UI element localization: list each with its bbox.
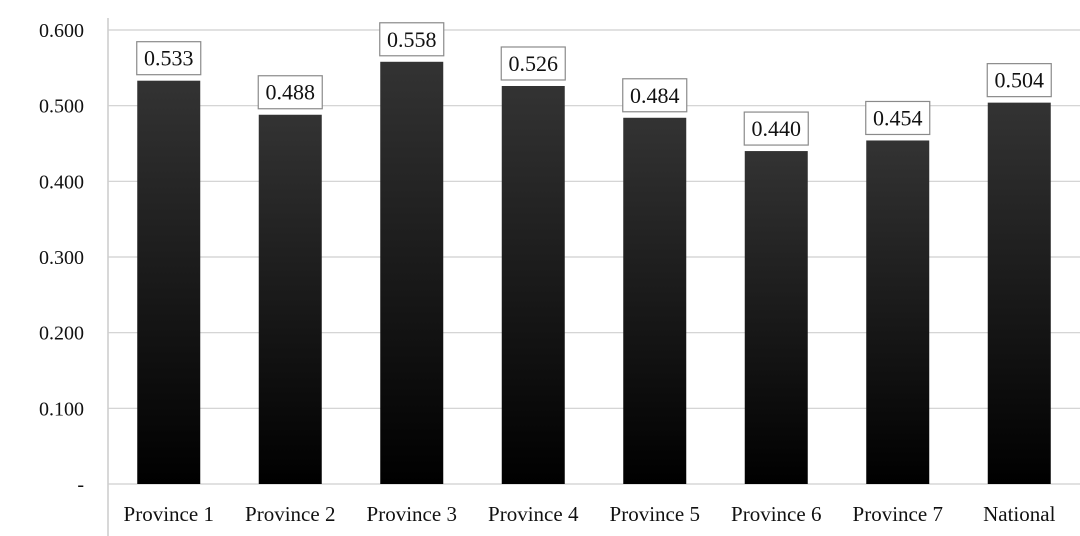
category-label: Province 2: [245, 502, 335, 526]
bar: [380, 61, 444, 484]
data-label: 0.440: [752, 116, 802, 141]
y-tick-label: 0.300: [39, 247, 84, 269]
category-label: Province 6: [731, 502, 821, 526]
data-label: 0.484: [630, 83, 680, 108]
y-axis-ticks: - 0.100 0.200 0.300 0.400 0.500 0.600: [39, 20, 84, 496]
bar: [501, 85, 565, 484]
bar: [137, 80, 201, 485]
bar: [623, 117, 687, 485]
category-label: Province 1: [124, 502, 214, 526]
y-tick-label: 0.400: [39, 171, 84, 193]
bars: [137, 61, 1051, 485]
y-tick-label: 0.500: [39, 96, 84, 118]
data-label-box: [136, 41, 202, 76]
data-label-box: [257, 75, 323, 110]
bar: [258, 114, 322, 484]
data-label: 0.504: [995, 68, 1045, 93]
data-label: 0.533: [144, 46, 194, 71]
y-tick-label: -: [77, 474, 84, 496]
category-label: Province 7: [853, 502, 943, 526]
data-labels: 0.533 0.488 0.558 0.526 0.484 0.440 0.454 0.504: [136, 22, 1052, 146]
data-label-box: [986, 63, 1052, 98]
data-label-box: [379, 22, 445, 57]
category-label: Province 4: [488, 502, 579, 526]
bar: [987, 102, 1051, 484]
data-label: 0.454: [873, 105, 923, 130]
data-label: 0.558: [387, 27, 437, 52]
y-tick-label: 0.100: [39, 398, 84, 420]
x-axis-categories: Province 1 Province 2 Province 3 Province 4…: [124, 502, 1056, 526]
y-tick-label: 0.600: [39, 20, 84, 42]
category-label: Province 5: [610, 502, 700, 526]
gridlines: [108, 29, 1080, 485]
bar: [744, 151, 808, 485]
data-label-box: [743, 111, 809, 146]
category-label: National: [983, 502, 1055, 526]
data-label: 0.526: [509, 51, 559, 76]
data-label-box: [865, 100, 931, 136]
category-label: Province 3: [367, 502, 457, 526]
bar: [866, 140, 930, 484]
data-label: 0.488: [266, 80, 316, 105]
data-label-box: [622, 78, 688, 113]
y-tick-label: 0.200: [39, 323, 84, 345]
data-label-box: [500, 46, 566, 81]
